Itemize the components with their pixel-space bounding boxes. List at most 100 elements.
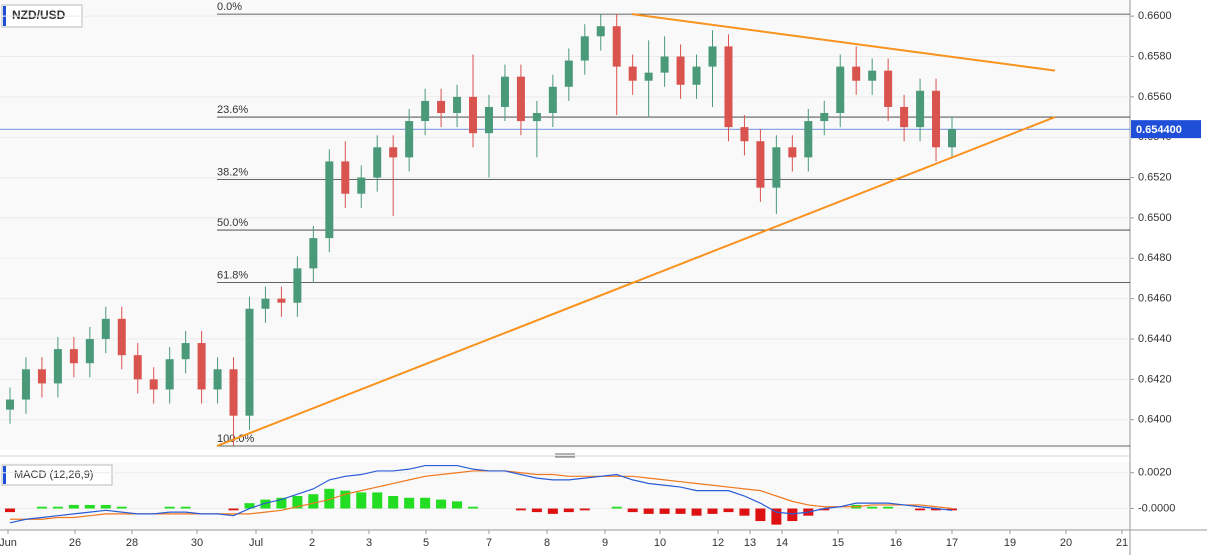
x-tick-label: 20 [1060,537,1072,549]
candle-body [868,70,877,81]
x-tick-label: 19 [1004,537,1016,549]
x-tick-label: 15 [832,537,844,549]
candle-body [293,268,302,303]
macd-hist-bar [547,508,558,514]
macd-hist-bar [452,501,463,509]
y-tick-label: 0.6600 [1138,10,1172,22]
candle-body [197,343,206,390]
macd-hist-bar [100,504,111,509]
candle-body [101,318,110,340]
candle-body [437,100,446,114]
candle-body [836,66,845,114]
candle-body [245,308,254,416]
macd-hist-bar [579,508,590,511]
x-tick-label: Jul [249,537,263,549]
fib-label: 38.2% [217,167,248,179]
candle-body [421,100,430,122]
candle-body [516,76,525,122]
candle-body [484,106,493,134]
macd-hist-bar [228,508,239,511]
candle-body [500,76,509,107]
candle-body [85,339,94,364]
candle-body [149,379,158,390]
macd-hist-bar [643,508,654,514]
macd-hist-bar [68,504,79,509]
macd-hist-bar [308,494,319,509]
candle-body [772,147,781,188]
macd-hist-bar [116,506,127,509]
macd-hist-bar [515,508,526,511]
candle-body [261,298,270,309]
macd-hist-bar [931,508,942,511]
macd-hist-bar [739,508,750,516]
candle-body [580,36,589,61]
candle-body [165,359,174,390]
macd-hist-bar [372,492,383,509]
candle-body [900,106,909,128]
fib-label: 61.8% [217,269,248,281]
candle-body [948,129,956,148]
candle-body [532,113,541,122]
macd-hist-bar [52,506,63,509]
macd-hist-bar [5,508,15,513]
macd-hist-bar [276,497,287,509]
y-tick-label: 0.6440 [1138,333,1172,345]
macd-hist-bar [36,506,47,509]
macd-hist-bar [388,496,399,509]
candle-body [708,46,717,67]
candle-body [133,355,142,380]
macd-hist-bar [691,508,702,516]
candle-body [820,113,829,122]
candle-body [788,147,797,158]
macd-hist-bar [260,499,271,509]
candle-body [325,161,334,239]
macd-title-box [1,464,113,486]
candle-body [724,46,733,128]
macd-line [9,464,953,524]
candle-body [405,121,414,158]
macd-hist-bar [675,508,686,514]
macd-hist-bar [468,506,479,509]
y-tick-label: 0.6560 [1138,91,1172,103]
y-tick-label: 0.6480 [1138,252,1172,264]
y-tick-label: 0.6520 [1138,171,1172,183]
y-tick-label: 0.6580 [1138,50,1172,62]
candle-body [213,369,222,390]
y-tick-label: 0.6500 [1138,212,1172,224]
candle-body [309,238,318,269]
y-tick-label: 0.6420 [1138,373,1172,385]
macd-hist-bar [292,496,303,509]
macd-signal-line [10,470,953,520]
candle-body [37,369,46,384]
candle-body [676,56,685,85]
y-tick-label: 0.0020 [1138,467,1172,479]
last-price-box [1131,120,1201,139]
macd-hist-bar [915,508,926,511]
trendline [631,13,1056,72]
candle-body [612,26,621,67]
macd-hist-bar [755,508,766,522]
candle-body [596,26,605,37]
x-tick-label: 17 [946,537,958,549]
candle-body [852,66,861,81]
macd-hist-bar [164,506,175,509]
candle-body [916,90,925,128]
candle-body [181,343,190,360]
macd-hist-bar [563,508,574,513]
candle-body [453,96,462,114]
macd-hist-bar [244,503,255,509]
macd-hist-bar [340,490,351,509]
macd-hist-bar [84,504,95,509]
x-tick-label: 10 [654,537,666,549]
fib-label: 0.0% [217,1,242,13]
x-tick-label: 5 [423,537,429,549]
x-tick-label: 14 [776,537,788,549]
x-tick-label: 30 [191,537,203,549]
macd-hist-bar [947,508,957,511]
title-accent [3,466,6,484]
macd-hist-bar [611,506,622,509]
macd-hist-bar [356,492,367,509]
macd-hist-bar [531,508,542,513]
